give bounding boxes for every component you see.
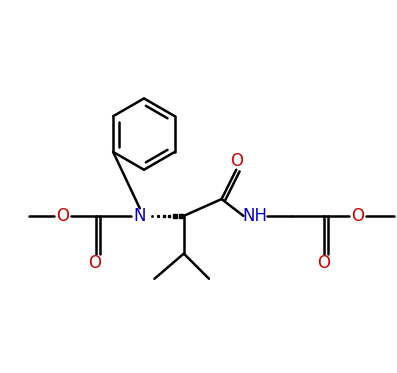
Text: O: O xyxy=(317,254,330,272)
Text: NH: NH xyxy=(243,207,268,225)
Text: N: N xyxy=(133,207,146,225)
Text: O: O xyxy=(89,254,101,272)
Text: O: O xyxy=(56,207,69,225)
Text: O: O xyxy=(351,207,364,225)
Text: O: O xyxy=(230,152,243,170)
